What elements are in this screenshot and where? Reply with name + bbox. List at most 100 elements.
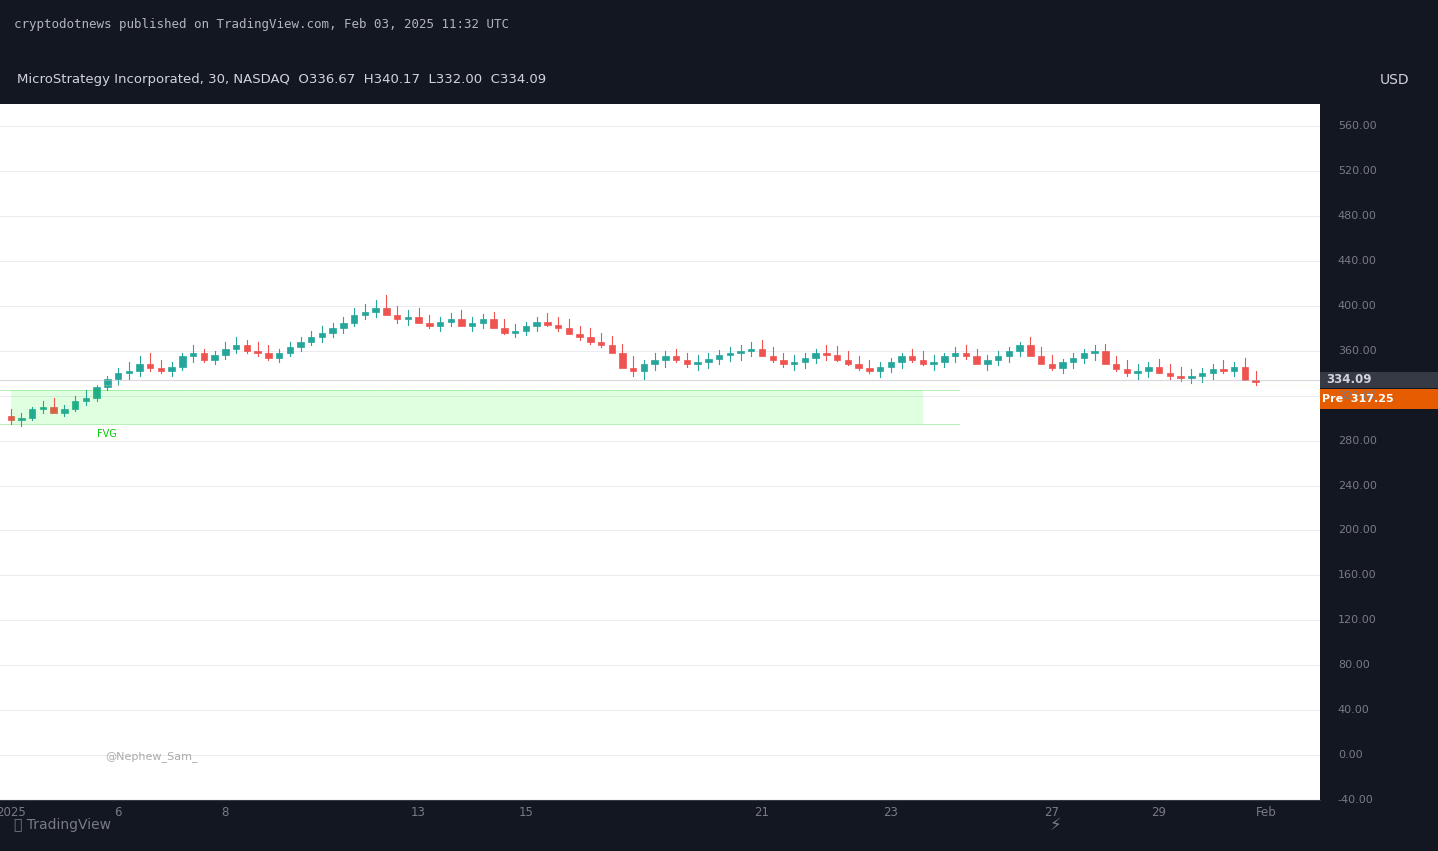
Bar [1145, 367, 1152, 371]
Bar [555, 325, 561, 328]
Text: 320.00: 320.00 [1337, 391, 1376, 401]
Bar [962, 353, 969, 357]
Bar [7, 416, 14, 420]
Bar [147, 364, 154, 368]
Bar [329, 328, 336, 333]
Bar [695, 362, 700, 364]
Text: 40.00: 40.00 [1337, 705, 1369, 715]
Bar [641, 364, 647, 371]
Text: -40.00: -40.00 [1337, 795, 1373, 805]
Bar [1188, 375, 1195, 378]
Bar [661, 357, 669, 360]
Bar [952, 353, 958, 357]
Bar [887, 362, 894, 367]
Bar [1178, 375, 1183, 378]
Text: 0.00: 0.00 [1337, 750, 1362, 760]
Bar [137, 364, 142, 371]
Bar [844, 360, 851, 364]
Bar [1102, 351, 1109, 364]
Bar [125, 371, 132, 374]
Bar [1123, 368, 1130, 374]
Text: ⚡: ⚡ [1050, 816, 1061, 835]
Bar [459, 319, 464, 326]
Bar [1209, 368, 1217, 374]
Text: @Nephew_Sam_: @Nephew_Sam_ [105, 751, 198, 762]
Text: 120.00: 120.00 [1337, 615, 1376, 625]
Bar [426, 323, 433, 326]
Text: cryptodotnews published on TradingView.com, Feb 03, 2025 11:32 UTC: cryptodotnews published on TradingView.c… [14, 19, 509, 31]
Bar [180, 357, 186, 367]
Text: 23: 23 [883, 806, 899, 819]
Bar [221, 349, 229, 356]
Bar [781, 360, 787, 364]
Bar [769, 357, 777, 360]
Bar [50, 407, 58, 413]
Bar [683, 360, 690, 364]
Bar [1221, 368, 1227, 371]
Bar [598, 342, 604, 346]
Bar [522, 326, 529, 331]
Text: 13: 13 [411, 806, 426, 819]
Bar [82, 398, 89, 402]
Bar [1231, 367, 1238, 371]
Bar [1091, 351, 1099, 353]
Bar [394, 315, 400, 319]
Bar [620, 353, 626, 368]
Bar [319, 333, 325, 337]
Bar [726, 353, 733, 356]
Bar [104, 379, 111, 386]
Bar [759, 349, 765, 357]
Bar [469, 323, 476, 326]
Bar [404, 317, 411, 319]
Bar [372, 308, 378, 311]
Text: 8: 8 [221, 806, 229, 819]
Bar [984, 360, 991, 364]
Bar [512, 331, 518, 333]
Bar [447, 319, 454, 322]
Bar [738, 351, 743, 353]
Bar [823, 353, 830, 356]
Bar [1252, 380, 1258, 382]
Bar [716, 356, 722, 358]
Bar [40, 407, 46, 409]
Bar [651, 360, 659, 364]
Text: Pre  317.25: Pre 317.25 [1323, 394, 1393, 404]
Bar [877, 367, 883, 371]
Bar [158, 368, 164, 371]
Bar [437, 322, 443, 326]
Bar [630, 368, 637, 371]
Bar [233, 346, 239, 349]
Bar [416, 317, 421, 323]
Bar [190, 353, 197, 357]
Bar [834, 356, 840, 360]
Bar [62, 409, 68, 413]
Bar [705, 358, 712, 362]
Bar [930, 362, 938, 364]
Text: 280.00: 280.00 [1337, 436, 1376, 446]
Bar [1320, 389, 1438, 408]
Text: MicroStrategy Incorporated, 30, NASDAQ  O336.67  H340.17  L332.00  C334.09: MicroStrategy Incorporated, 30, NASDAQ O… [17, 73, 546, 86]
Text: 480.00: 480.00 [1337, 211, 1376, 221]
Bar [480, 319, 486, 323]
Bar [286, 347, 293, 353]
Bar [544, 322, 551, 325]
Text: 6: 6 [114, 806, 122, 819]
Bar [1038, 357, 1044, 364]
Bar [909, 357, 916, 360]
Text: FVG: FVG [96, 430, 116, 439]
Bar [1113, 364, 1119, 368]
Bar [995, 357, 1001, 360]
Bar [920, 360, 926, 364]
Text: USD: USD [1379, 72, 1409, 87]
Text: 520.00: 520.00 [1337, 166, 1376, 176]
Bar [383, 308, 390, 315]
Text: 440.00: 440.00 [1337, 256, 1376, 266]
Bar [362, 311, 368, 315]
Bar [812, 353, 818, 357]
Bar [19, 418, 24, 420]
Text: 360.00: 360.00 [1337, 346, 1376, 356]
Bar [115, 374, 121, 379]
Text: 80.00: 80.00 [1337, 660, 1369, 671]
Bar [565, 328, 572, 334]
Text: 334.09: 334.09 [1326, 374, 1372, 386]
